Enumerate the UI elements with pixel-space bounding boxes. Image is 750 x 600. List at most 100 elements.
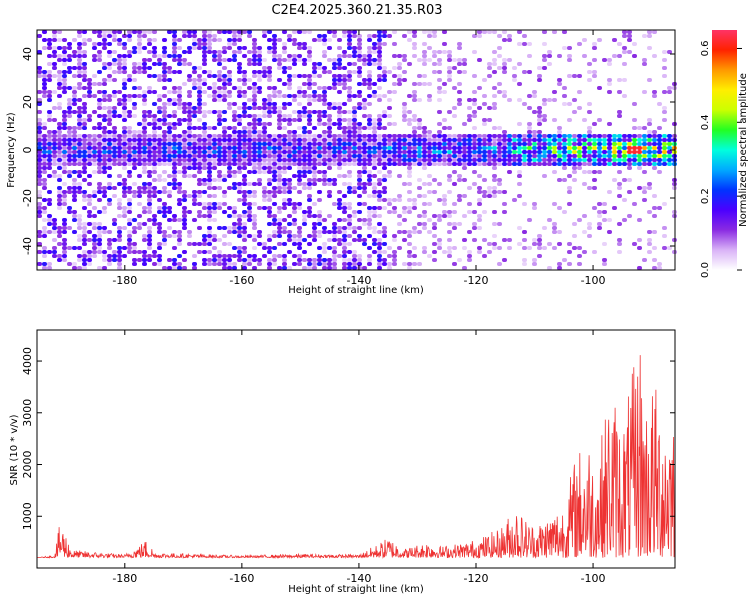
spectrogram-cell (382, 242, 387, 246)
spectrogram-cell (252, 42, 257, 46)
spectrogram-cell (417, 186, 422, 190)
spectrogram-cell (162, 94, 167, 98)
spectrogram-cell (132, 94, 137, 98)
spectrogram-cell (142, 90, 147, 94)
spectrogram-cell (37, 102, 42, 106)
spectrogram-cell (432, 70, 437, 74)
spectrogram-cell (307, 134, 312, 138)
spectrogram-cell (57, 82, 62, 86)
spectrogram-cell (357, 106, 362, 110)
spectrogram-cell (557, 142, 562, 146)
spectrogram-cell (442, 214, 447, 218)
spectrogram-cell (297, 206, 302, 210)
spectrogram-cell (57, 94, 62, 98)
spectrogram-cell (132, 158, 137, 162)
spectrogram-cell (617, 146, 622, 150)
spectrogram-cell (372, 130, 377, 134)
spectrogram-cell (47, 78, 52, 82)
spectrogram-cell (367, 94, 372, 98)
spectrogram-cell (457, 62, 462, 66)
spectrogram-cell (82, 170, 87, 174)
spectrogram-cell (392, 146, 397, 150)
spectrogram-cell (307, 210, 312, 214)
spectrogram-cell (62, 78, 67, 82)
spectrogram-cell (242, 142, 247, 146)
spectrogram-cell (197, 138, 202, 142)
spectrogram-cell (437, 198, 442, 202)
spectrogram-cell (442, 82, 447, 86)
spectrogram-cell (287, 214, 292, 218)
spectrogram-cell (257, 106, 262, 110)
spectrogram-cell (192, 174, 197, 178)
spectrogram-cell (432, 222, 437, 226)
spectrogram-cell (237, 106, 242, 110)
spectrogram-cell (177, 158, 182, 162)
spectrogram-cell (167, 130, 172, 134)
spectrogram-cell (602, 58, 607, 62)
spectrogram-cell (137, 70, 142, 74)
spectrogram-cell (387, 142, 392, 146)
spectrogram-cell (527, 122, 532, 126)
spectrogram-cell (297, 202, 302, 206)
spectrogram-cell (662, 90, 667, 94)
spectrogram-cell (592, 142, 597, 146)
spectrogram-cell (247, 34, 252, 38)
spectrogram-cell (217, 70, 222, 74)
spectrogram-cell (317, 122, 322, 126)
spectrogram-cell (542, 114, 547, 118)
spectrogram-cell (347, 54, 352, 58)
spectrogram-cell (252, 114, 257, 118)
spectrogram-cell (542, 54, 547, 58)
spectrogram-cell (242, 126, 247, 130)
spectrogram-cell (322, 122, 327, 126)
spectrogram-cell (72, 190, 77, 194)
spectrogram-cell (217, 158, 222, 162)
spectrogram-cell (47, 166, 52, 170)
spectrogram-cell (42, 78, 47, 82)
spectrogram-cell (362, 54, 367, 58)
spectrogram-cell (202, 138, 207, 142)
spectrogram-cell (502, 70, 507, 74)
spectrogram-cell (327, 38, 332, 42)
spectrogram-cell (332, 66, 337, 70)
spectrogram-cell (57, 126, 62, 130)
spectrogram-cell (432, 258, 437, 262)
spectrogram-cell (307, 150, 312, 154)
spectrogram-cell (182, 134, 187, 138)
spectrogram-cell (77, 34, 82, 38)
spectrogram-cell (202, 46, 207, 50)
spectrogram-cell (97, 98, 102, 102)
spectrogram-cell (627, 146, 632, 150)
spectrogram-cell (127, 114, 132, 118)
spectrogram-cell (547, 242, 552, 246)
spectrogram-cell (342, 134, 347, 138)
spectrogram-cell (372, 214, 377, 218)
spectrogram-cell (117, 158, 122, 162)
spectrogram-cell (157, 118, 162, 122)
spectrogram-cell (297, 142, 302, 146)
spectrogram-cell (232, 222, 237, 226)
spectrogram-cell (642, 134, 647, 138)
spectrogram-cell (272, 94, 277, 98)
spectrogram-cell (607, 150, 612, 154)
spectrogram-cell (522, 238, 527, 242)
spectrogram-cell (147, 226, 152, 230)
spectrogram-cell (37, 242, 42, 246)
spectrogram-cell (172, 162, 177, 166)
spectrogram-cell (177, 242, 182, 246)
spectrogram-cell (492, 210, 497, 214)
spectrogram-cell (142, 34, 147, 38)
spectrogram-cell (57, 106, 62, 110)
spectrogram-cell (102, 38, 107, 42)
spectrogram-cell (327, 190, 332, 194)
spectrogram-cell (347, 138, 352, 142)
spectrogram-cell (347, 130, 352, 134)
spectrogram-cell (562, 178, 567, 182)
spectrogram-cell (602, 262, 607, 266)
spectrogram-cell (122, 194, 127, 198)
spectrogram-cell (372, 206, 377, 210)
spectrogram-cell (147, 194, 152, 198)
spectrogram-cell (227, 70, 232, 74)
spectrogram-cell (42, 134, 47, 138)
spectrogram-cell (72, 54, 77, 58)
